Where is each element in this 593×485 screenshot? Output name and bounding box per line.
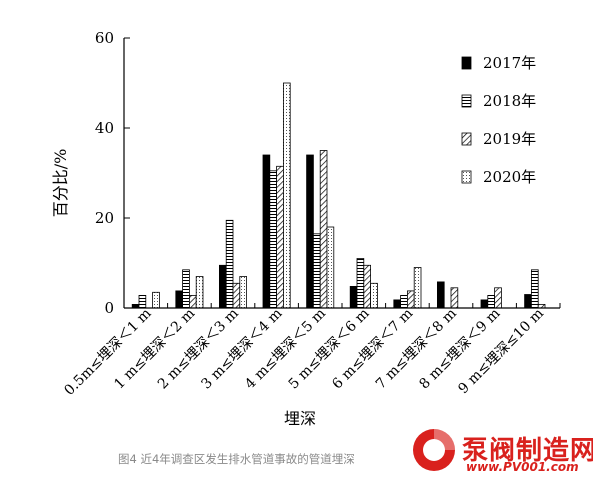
bar: [531, 269, 539, 309]
bar: [312, 233, 321, 309]
bar: [480, 299, 489, 309]
bar: [269, 170, 277, 309]
bar: [282, 82, 291, 309]
bar: [225, 219, 234, 309]
figure-caption: 图4 近4年调查区发生排水管道事故的管道埋深: [118, 452, 355, 466]
bar: [326, 226, 335, 309]
y-axis-label: 百分比/%: [51, 149, 70, 218]
bar: [262, 154, 271, 309]
bar: [306, 154, 314, 309]
legend: 2017年 2018年 2019年 2020年: [461, 54, 536, 186]
x-tick-label: 6 m≤埋深＜7 m: [329, 306, 416, 393]
bar: [232, 282, 241, 309]
bar: [406, 290, 415, 309]
bar: [152, 291, 160, 309]
x-tick-label: 7 m≤埋深＜8 m: [373, 306, 460, 393]
bars-group: [131, 82, 546, 309]
watermark-name: 泵阀制造网: [462, 436, 593, 466]
bar: [436, 281, 445, 309]
x-tick-label: 2 m≤埋深＜3 m: [155, 306, 242, 393]
y-tick-label: 60: [95, 29, 114, 47]
legend-swatch: [461, 170, 472, 184]
legend-label: 2019年: [483, 130, 536, 148]
bar: [175, 290, 184, 309]
bar: [393, 299, 401, 309]
y-tick-label: 20: [95, 209, 114, 227]
legend-label: 2017年: [483, 54, 536, 72]
bar: [319, 150, 328, 309]
bar: [413, 267, 422, 309]
bar: [239, 276, 248, 309]
bar: [450, 287, 459, 309]
x-tick-label: 4 m≤埋深＜5 m: [242, 306, 329, 393]
y-tick-label: 40: [95, 119, 114, 137]
watermark-url: www.PV001.com: [466, 460, 579, 474]
bar: [494, 287, 502, 309]
bar: [182, 269, 190, 309]
bar: [195, 276, 204, 309]
legend-swatch: [461, 94, 472, 108]
bar: [276, 165, 284, 309]
bar: [188, 294, 197, 309]
watermark-logo-icon: [413, 429, 455, 471]
legend-swatch: [461, 56, 472, 70]
y-tick-label: 0: [104, 299, 114, 317]
watermark: 泵阀制造网 www.PV001.com: [410, 426, 593, 480]
x-tick-label: 8 m≤埋深＜9 m: [416, 306, 503, 393]
x-axis-label: 埋深: [284, 409, 316, 428]
bar: [370, 282, 378, 309]
legend-label: 2020年: [483, 168, 536, 186]
x-tick-label: 3 m≤埋深＜4 m: [198, 306, 285, 393]
bar: [218, 264, 227, 309]
x-tick-label: 9 m≤埋深≤10 m: [455, 306, 547, 398]
bar: [363, 264, 371, 309]
x-tick-label: 5 m≤埋深＜6 m: [286, 306, 373, 393]
bar: [356, 258, 365, 309]
legend-swatch: [461, 132, 472, 146]
x-tick-label: 1 m≤埋深＜2 m: [111, 306, 198, 393]
bar: [524, 294, 532, 309]
legend-label: 2018年: [483, 92, 536, 110]
bar: [349, 285, 358, 309]
